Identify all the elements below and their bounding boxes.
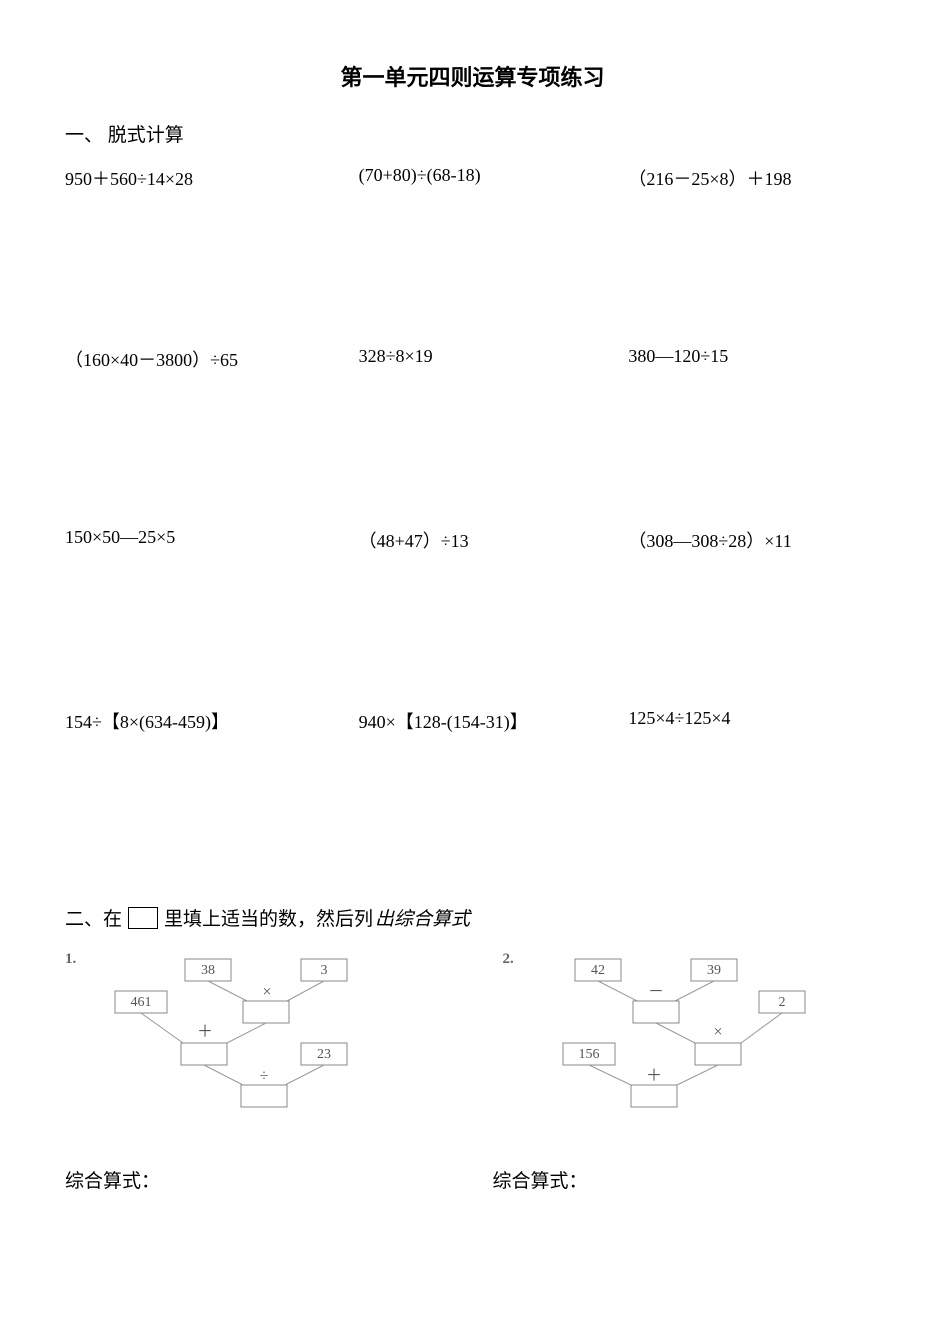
svg-text:42: 42 (591, 963, 605, 978)
section2-heading: 二、在 里填上适当的数，然后列出综合算式 (65, 904, 880, 931)
svg-text:156: 156 (578, 1047, 599, 1062)
answer-label-2: 综合算式： (453, 1166, 881, 1193)
svg-text:461: 461 (131, 995, 152, 1010)
problem: 950＋560÷14×28 (65, 165, 337, 191)
section1-heading: 一、 脱式计算 (65, 120, 880, 147)
svg-text:＋: ＋ (197, 1024, 213, 1041)
problem: 154÷【8×(634-459)】 (65, 708, 337, 734)
diagram-1: 1. 38 3 × 461 ＋ 23 ÷ (65, 951, 443, 1126)
problem: （160×40－3800）÷65 (65, 346, 337, 372)
problem-grid: 950＋560÷14×28 (70+80)÷(68-18) （216－25×8）… (65, 165, 880, 734)
problem: （48+47）÷13 (337, 527, 609, 553)
problem: (70+80)÷(68-18) (337, 165, 609, 191)
problem: 940×【128-(154-31)】 (337, 708, 609, 734)
svg-text:－: － (647, 984, 663, 1001)
svg-text:＋: ＋ (645, 1068, 661, 1085)
problem: （308—308÷28）×11 (608, 527, 880, 553)
answer-label-1: 综合算式： (65, 1166, 453, 1193)
svg-text:38: 38 (201, 963, 215, 978)
problem: 380—120÷15 (608, 346, 880, 372)
section2-middle: 里填上适当的数，然后列 (164, 904, 373, 931)
svg-text:÷: ÷ (260, 1068, 269, 1085)
diagrams-row: 1. 38 3 × 461 ＋ 23 ÷ 2. 4 (65, 951, 880, 1126)
svg-text:×: × (262, 984, 271, 1001)
diagram-2-svg: 42 39 － 2 × 156 ＋ (503, 951, 863, 1126)
svg-text:23: 23 (317, 1047, 331, 1062)
problem: （216－25×8）＋198 (608, 165, 880, 191)
blank-box-icon (128, 907, 158, 929)
svg-text:2: 2 (778, 995, 785, 1010)
diagram-label: 1. (65, 951, 76, 968)
diagram-2: 2. 42 39 － 2 × 156 ＋ (503, 951, 881, 1126)
problem: 150×50—25×5 (65, 527, 337, 553)
answers-row: 综合算式： 综合算式： (65, 1166, 880, 1193)
problem: 328÷8×19 (337, 346, 609, 372)
diagram-label: 2. (503, 951, 514, 968)
svg-text:×: × (713, 1024, 722, 1041)
svg-text:39: 39 (707, 963, 721, 978)
section2-suffix: 出综合算式 (375, 904, 470, 931)
page-title: 第一单元四则运算专项练习 (65, 60, 880, 92)
section2-prefix: 二、在 (65, 904, 122, 931)
problem: 125×4÷125×4 (608, 708, 880, 734)
svg-text:3: 3 (321, 963, 328, 978)
diagram-1-svg: 38 3 × 461 ＋ 23 ÷ (65, 951, 425, 1126)
